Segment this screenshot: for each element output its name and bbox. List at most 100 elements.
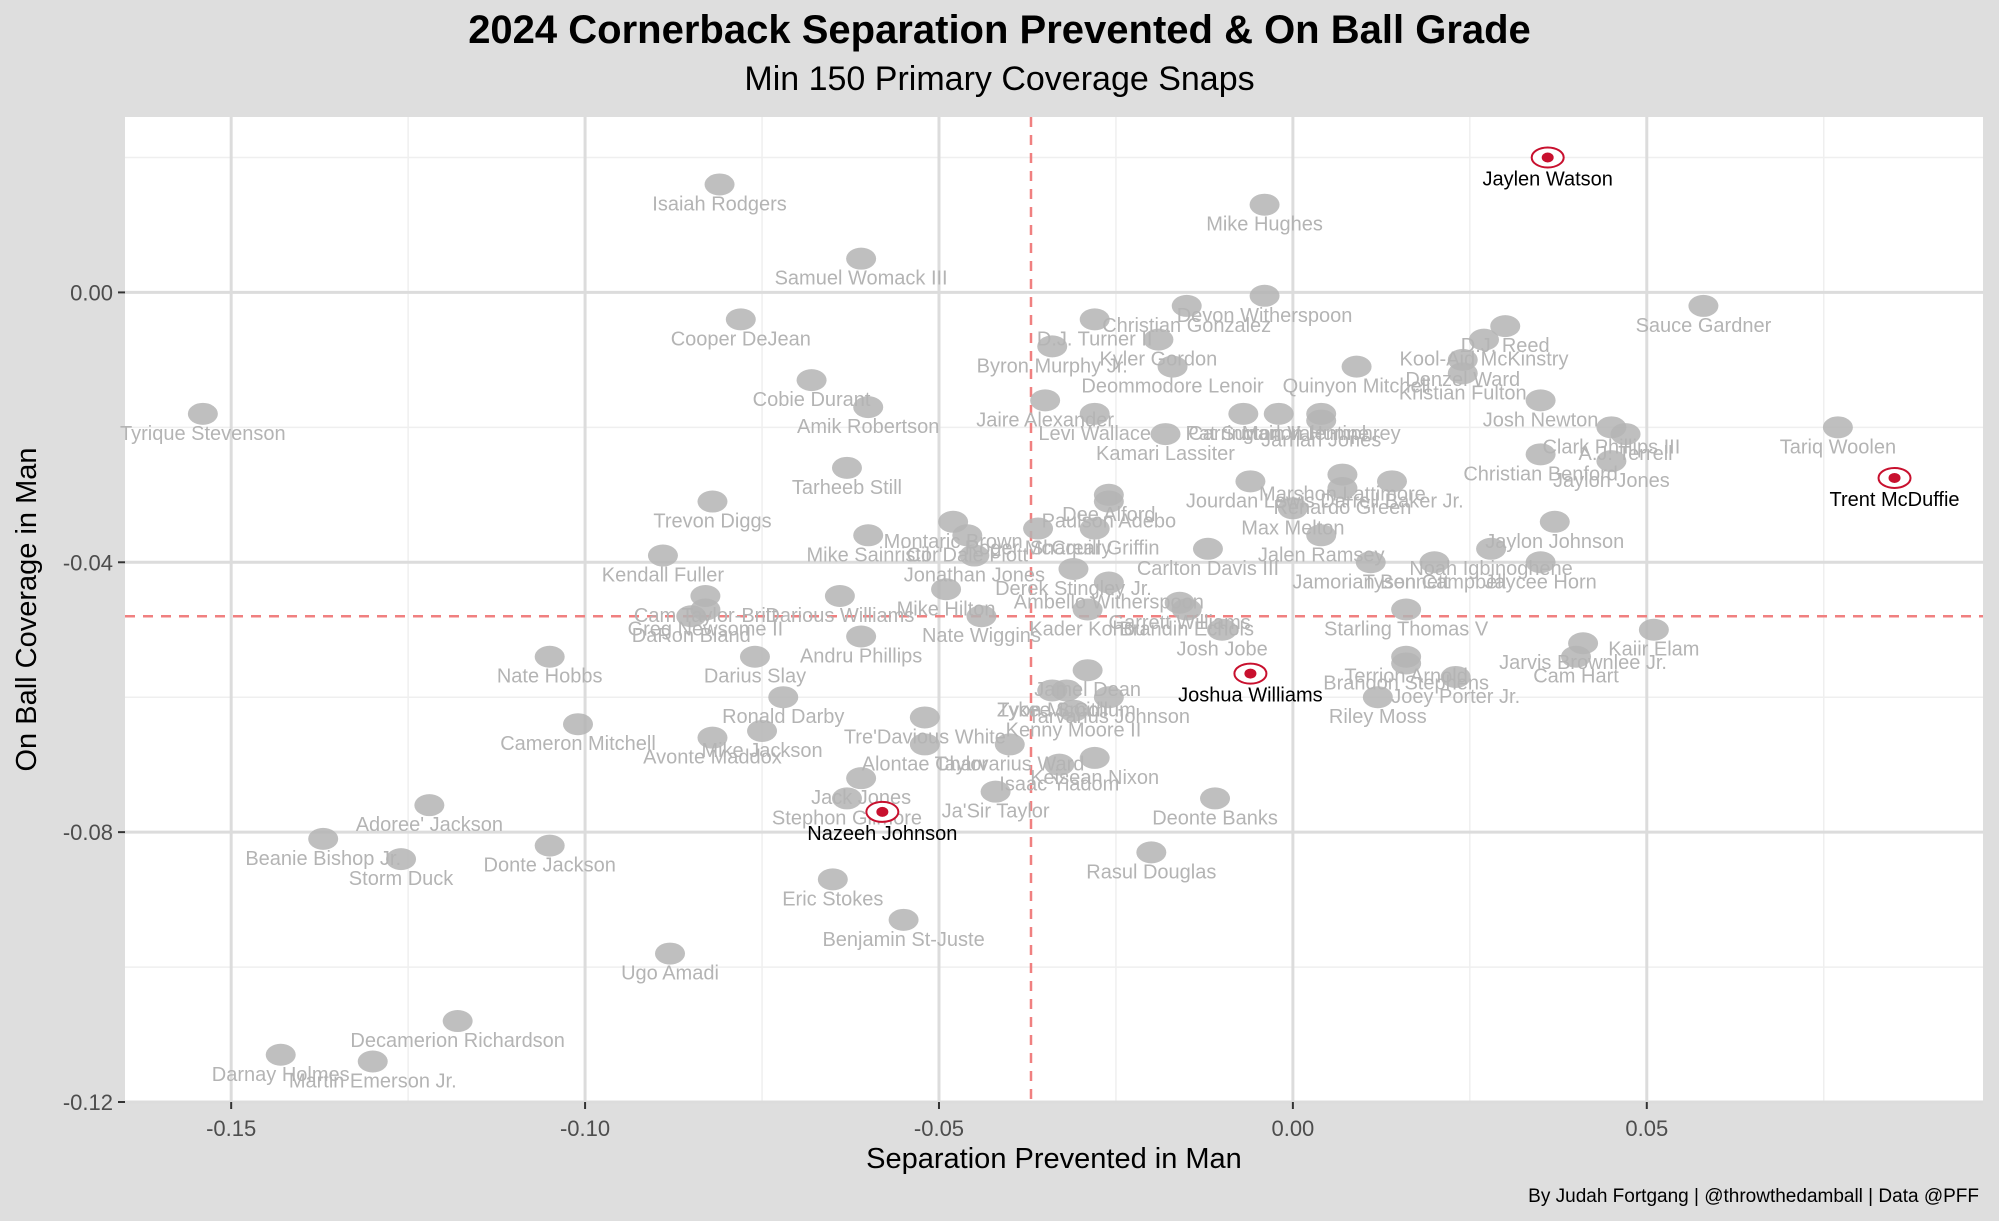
player-point: Roger McCreary [965,517,1111,560]
player-label: Christian Gonzalez [1102,315,1271,337]
player-point: Amik Robertson [797,396,939,438]
player-label: Tykee Smith [997,699,1107,721]
player-label: Renardo Green [1273,497,1411,519]
caption: By Judah Fortgang | @throwthedamball | D… [1528,1186,1979,1207]
team-logo-marker [697,726,728,749]
player-label: Jarrian Jones [1261,430,1381,452]
team-logo-marker [846,767,877,790]
team-logo-marker [357,1050,388,1073]
player-label: Nazeeh Johnson [807,823,957,845]
player-label: Martin Emerson Jr. [289,1071,457,1093]
team-logo-marker [1638,618,1669,641]
player-label: Carrington Valentine [1188,423,1369,445]
player-label: Cobie Durant [753,389,871,411]
team-logo-marker [831,787,862,810]
team-logo-marker [1037,679,1068,702]
player-point: Tyrique Stevenson [120,402,286,445]
team-logo-marker [1249,284,1280,307]
player-point: Donte Jackson [484,834,616,877]
player-label: Ronald Darby [722,706,844,728]
team-logo-marker [1391,652,1422,675]
team-logo-marker [888,908,919,931]
player-label: Nate Hobbs [497,666,603,688]
player-point: Jarrian Jones [1261,409,1381,452]
axes: -0.15 -0.10 -0.05 0.00 0.05 0.00 -0.04 -0.08 -0.… [63,280,1668,1141]
player-label: Christian Benford [1463,463,1618,485]
player-point: Tyson Campbell [1363,551,1506,593]
player-label: Amik Robertson [797,416,939,438]
player-point: Carlton Davis III [1137,537,1279,580]
player-label: Jalen Ramsey [1258,544,1385,566]
team-logo-marker [1525,389,1556,412]
player-label: Riley Moss [1329,706,1427,728]
team-logo-marker [1476,537,1507,560]
team-logo-marker [966,605,997,628]
player-point: Jaycee Horn [1484,551,1597,593]
y-tick-label: 0.00 [70,280,113,305]
team-logo-marker [1327,477,1358,500]
player-label: Mike Sainristil [807,544,930,566]
player-label: Deommodore Lenoir [1081,376,1264,398]
player-point: Jourdan Lewis [1186,470,1315,512]
team-logo-marker [1228,402,1259,425]
player-label: Cooper DeJean [671,328,811,350]
player-point: Pat Surtain II [1186,402,1301,445]
player-label: Jamorian Bennett [1292,571,1449,593]
player-point: Jaylon Jones [1553,450,1670,492]
player-point: Byron Murphy Jr. [977,335,1128,377]
player-point: Deommodore Lenoir [1081,355,1264,398]
player-point: Trent McDuffie [1830,466,1960,511]
player-point: Darious Williams [765,585,914,627]
player-label: Darious Williams [765,605,914,627]
player-point: D.J. Reed [1461,315,1550,357]
player-point: Nazeeh Johnson [807,800,957,845]
player-label: Cameron Mitchell [500,733,656,755]
player-label: D.J. Reed [1461,335,1550,357]
player-point: Mike Sainristil [807,524,930,566]
team-logo-marker [1561,645,1592,668]
player-point: Decamerion Richardson [350,1010,565,1052]
team-logo-marker [1525,443,1556,466]
player-label: Carlton Davis III [1137,558,1279,580]
team-logo-marker [846,625,877,648]
team-logo-marker [853,524,884,547]
player-label: Tyson Campbell [1363,571,1506,593]
player-point: Kristian Fulton [1399,362,1527,404]
team-logo-marker [534,834,565,857]
player-point: Isaiah Rodgers [652,173,787,215]
player-label: Adoree' Jackson [356,814,503,836]
data-points: Isaiah Rodgers Mike Hughes Samuel Womack I… [120,146,1960,1093]
player-label: Jaylen Watson [1482,168,1612,190]
player-label: Ja'Sir Taylor [942,801,1050,823]
player-point: DaRon Bland [632,605,751,647]
player-label: Tarheeb Still [792,477,902,499]
player-point: Kendall Fuller [602,544,725,587]
player-label: Storm Duck [349,868,454,890]
player-point: Ja'Sir Taylor [942,780,1050,823]
player-point: Samuel Womack III [775,247,948,290]
team-logo-marker [1419,551,1450,574]
team-logo-marker [697,490,728,513]
team-logo-center [1541,152,1554,163]
player-label: Kader Kohou [1029,619,1146,641]
team-logo-marker [1391,598,1422,621]
player-point: Kenny Moore II [1006,699,1141,742]
player-label: DaRon Bland [632,625,751,647]
team-logo-marker [1341,355,1372,378]
player-point: Jamorian Bennett [1292,551,1450,593]
player-point: Clark Phillips III [1542,416,1680,458]
player-point: Nate Hobbs [497,645,603,688]
team-logo-marker [1306,524,1337,547]
team-logo-center [1244,668,1257,679]
player-label: Kamari Lassiter [1096,443,1235,465]
team-logo-marker [1079,402,1110,425]
player-label: Isaac Yiadom [999,774,1119,796]
player-label: Kendall Fuller [602,565,725,587]
player-label: Trevon Diggs [653,511,771,533]
team-logo-marker [1440,665,1471,688]
team-logo-marker [1058,699,1089,722]
player-point: Tariq Woolen [1780,416,1896,458]
player-label: Beanie Bishop Jr. [245,848,401,870]
player-point: Kyler Gordon [1099,328,1217,371]
team-logo-marker [1171,294,1202,317]
